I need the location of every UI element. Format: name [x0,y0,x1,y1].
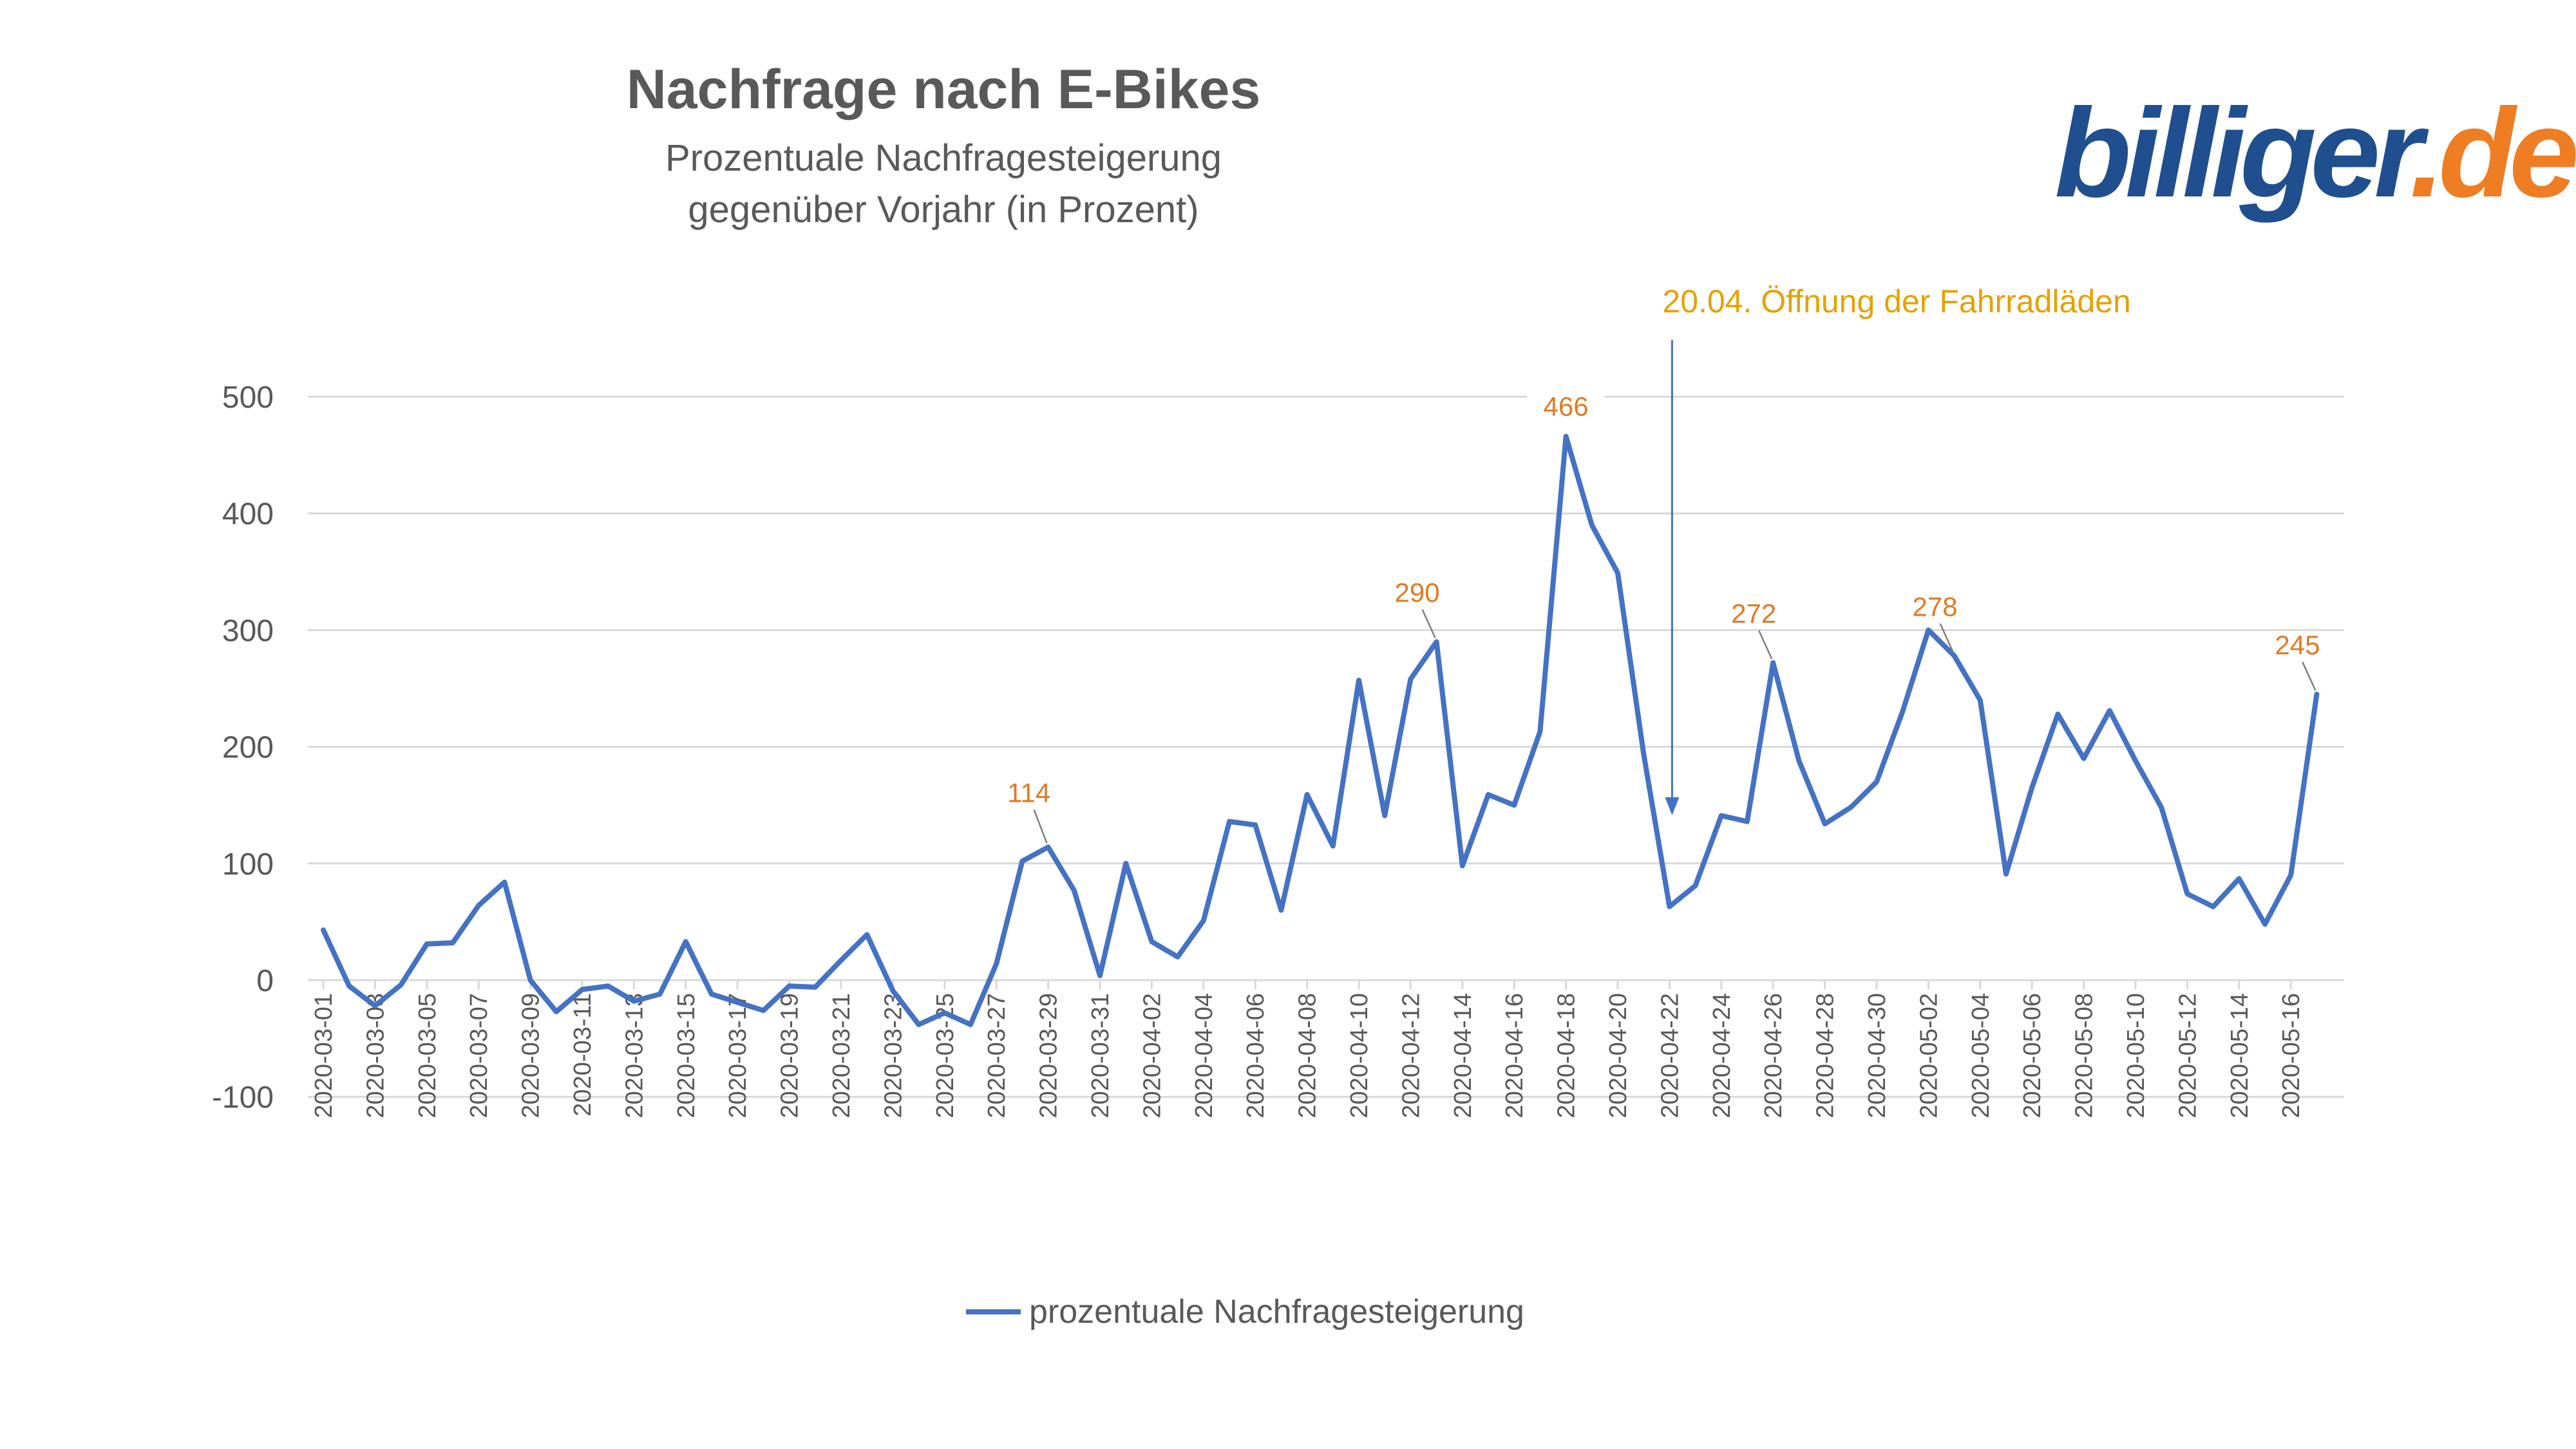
x-tick-label: 2020-05-12 [2174,993,2201,1118]
x-tick-label: 2020-03-17 [724,993,752,1118]
y-tick-label: 300 [222,614,274,648]
y-tick-label: 200 [222,731,274,765]
annotation-label: 20.04. Öffnung der Fahrradläden [1662,283,2130,319]
x-tick-label: 2020-03-13 [621,993,648,1118]
data-label-leader-line [1758,630,1773,659]
x-tick-label: 2020-05-10 [2123,993,2150,1118]
data-label: 278 [1913,591,1958,621]
x-tick-label: 2020-05-06 [2019,993,2046,1118]
x-tick-label: 2020-04-08 [1294,993,1321,1118]
billiger-logo: billiger.de [2054,90,2576,216]
x-tick-label: 2020-04-12 [1397,993,1425,1118]
x-tick-label: 2020-05-14 [2226,993,2253,1118]
x-tick-label: 2020-03-21 [828,993,855,1118]
x-tick-label: 2020-04-30 [1864,993,1891,1118]
x-tick-label: 2020-05-04 [1967,993,1994,1118]
x-tick-label: 2020-03-09 [518,993,545,1118]
chart-title: Nachfrage nach E-Bikes [626,59,1261,120]
data-label: 114 [1007,777,1050,808]
x-tick-label: 2020-03-07 [466,993,493,1118]
x-tick-label: 2020-04-18 [1553,993,1580,1118]
x-tick-label: 2020-04-14 [1450,993,1477,1118]
x-tick-label: 2020-03-19 [777,993,804,1118]
x-tick-label: 2020-04-22 [1656,993,1683,1118]
x-tick-label: 2020-03-03 [362,993,389,1118]
data-label-leader-line [2302,661,2316,691]
x-tick-label: 2020-04-04 [1191,993,1218,1118]
data-label-leader-line [1939,623,1954,652]
data-label-background [1527,383,1605,424]
x-tick-label: 2020-03-11 [569,993,596,1117]
x-tick-label: 2020-04-06 [1242,993,1269,1118]
logo-text-billiger: billiger [2054,82,2416,223]
y-tick-label: 100 [222,848,274,882]
x-tick-label: 2020-03-31 [1087,993,1114,1118]
data-label-leader-line [1033,809,1048,844]
x-tick-label: 2020-04-28 [1812,993,1839,1118]
logo-text-de: .de [2409,82,2576,223]
data-label: 290 [1395,578,1440,608]
x-tick-label: 2020-05-08 [2071,993,2098,1118]
data-label-leader-line [1421,609,1436,639]
x-tick-label: 2020-03-05 [414,993,441,1118]
y-tick-label: 500 [222,381,274,415]
x-tick-label: 2020-04-10 [1346,993,1373,1118]
y-tick-label: -100 [212,1081,274,1115]
x-tick-label: 2020-03-01 [310,993,337,1118]
y-tick-label: 400 [222,497,274,531]
x-tick-label: 2020-03-27 [983,993,1010,1118]
data-label: 272 [1731,598,1776,629]
legend-label: prozentuale Nachfragesteigerung [1029,1293,1524,1331]
x-tick-label: 2020-05-16 [2278,993,2305,1118]
x-tick-label: 2020-03-15 [673,993,700,1118]
chart-subtitle-line-1: Prozentuale Nachfragesteigerung [665,137,1222,179]
series-line [321,433,2320,1027]
x-tick-label: 2020-05-02 [1915,993,1942,1118]
x-tick-label: 2020-04-20 [1605,993,1632,1118]
data-label: 466 [1544,392,1589,422]
y-tick-label: 0 [256,964,274,998]
chart-subtitle-line-2: gegenüber Vorjahr (in Prozent) [688,189,1199,231]
x-tick-label: 2020-03-23 [880,993,907,1118]
x-tick-label: 2020-04-26 [1760,993,1787,1118]
x-tick-label: 2020-04-24 [1709,993,1736,1118]
x-tick-label: 2020-04-02 [1139,993,1166,1118]
x-tick-label: 2020-04-16 [1501,993,1528,1118]
data-label: 245 [2275,630,2320,660]
x-tick-label: 2020-03-29 [1036,993,1063,1118]
annotation-arrow-head [1665,797,1680,815]
